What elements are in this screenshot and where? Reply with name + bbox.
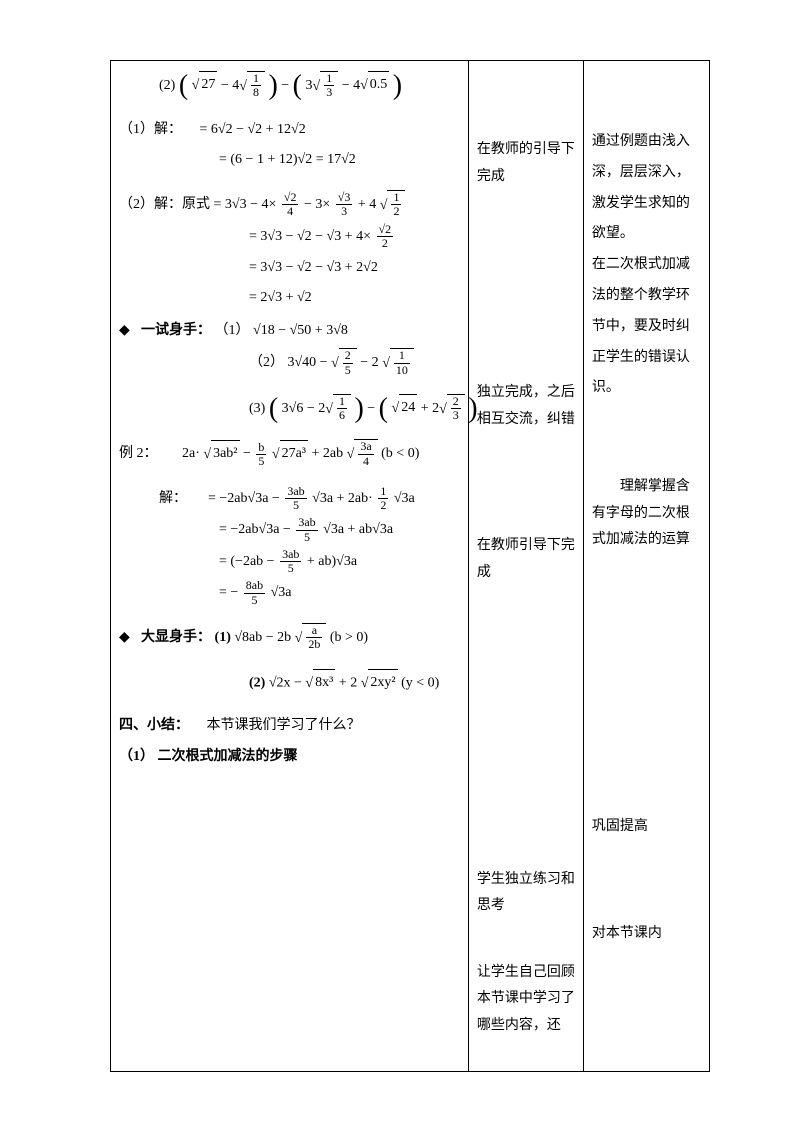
ex2-sol4: = − 8ab5 √3a — [119, 579, 460, 607]
ex2-sol2: = −2ab√3a − 3ab5 √3a + ab√3a — [119, 516, 460, 544]
act-4: 学生独立练习和思考 — [477, 867, 575, 920]
purpose-3: 理解掌握含有字母的二次根式加减法的运算 — [592, 474, 701, 554]
ex2-sol1: 解： = −2ab√3a − 3ab5 √3a + 2ab· 12 √3a — [119, 485, 460, 513]
sol2-line1: （2）解：原式 = 3√3 − 4× √24 − 3× √33 + 4 12 — [119, 190, 460, 220]
sol1-line2: = (6 − 1 + 12)√2 = 17√2 — [119, 147, 460, 174]
purpose-column: 通过例题由浅入深，层层深入，激发学生求知的欲望。 在二次根式加减法的整个教学环节… — [583, 61, 709, 1072]
sol1-line1: （1）解： = 6√2 − √2 + 12√2 — [119, 117, 460, 144]
summary: 四、小结： 本节课我们学习了什么？ — [119, 713, 460, 740]
label-2: (2) — [159, 78, 175, 93]
activity-column: 在教师的引导下完成 独立完成，之后相互交流，纠错 在教师引导下完成 学生独立练习… — [468, 61, 583, 1072]
act-5: 让学生自己回顾本节课中学习了哪些内容，还 — [477, 960, 575, 1040]
try3: (3) ( 3√6 − 216 ) − ( 24 + 223 ) — [119, 394, 460, 424]
summary-item: （1） 二次根式加减法的步骤 — [119, 744, 460, 771]
main-column: (2) ( 27 − 418 ) − ( 313 − 40.5 ) （1）解： … — [111, 61, 469, 1072]
page: (2) ( 27 − 418 ) − ( 313 − 40.5 ) （1）解： … — [0, 0, 800, 1132]
ex2: 例 2： 2a· 3ab² − b5 27a³ + 2ab 3a4 (b < 0… — [119, 439, 460, 469]
purpose-5: 对本节课内 — [592, 921, 701, 948]
show2: (2) √2x − 8x³ + 2 2xy² (y < 0) — [119, 669, 460, 698]
try2: （2） 3√40 − 25 − 2 110 — [119, 348, 460, 378]
show-header: ◆ 大显身手： (1) √8ab − 2b a2b (b > 0) — [119, 623, 460, 653]
try-header: ◆ 一试身手： （1） √18 − √50 + 3√8 — [119, 316, 460, 345]
lesson-table: (2) ( 27 − 418 ) − ( 313 − 40.5 ) （1）解： … — [110, 60, 710, 1072]
purpose-4: 巩固提高 — [592, 814, 701, 841]
sol2-line4: = 2√3 + √2 — [119, 285, 460, 312]
ex2-sol3: = (−2ab − 3ab5 + ab)√3a — [119, 548, 460, 576]
expr-2: (2) ( 27 − 418 ) − ( 313 − 40.5 ) — [119, 71, 460, 101]
act-2: 独立完成，之后相互交流，纠错 — [477, 380, 575, 433]
purpose-2: 在二次根式加减法的整个教学环节中，要及时纠正学生的错误认识。 — [592, 250, 701, 404]
act-3: 在教师引导下完成 — [477, 533, 575, 586]
sol2-line2: = 3√3 − √2 − √3 + 4× √22 — [119, 223, 460, 251]
act-1: 在教师的引导下完成 — [477, 137, 575, 190]
purpose-1: 通过例题由浅入深，层层深入，激发学生求知的欲望。 — [592, 127, 701, 250]
sol2-line3: = 3√3 − √2 − √3 + 2√2 — [119, 255, 460, 282]
